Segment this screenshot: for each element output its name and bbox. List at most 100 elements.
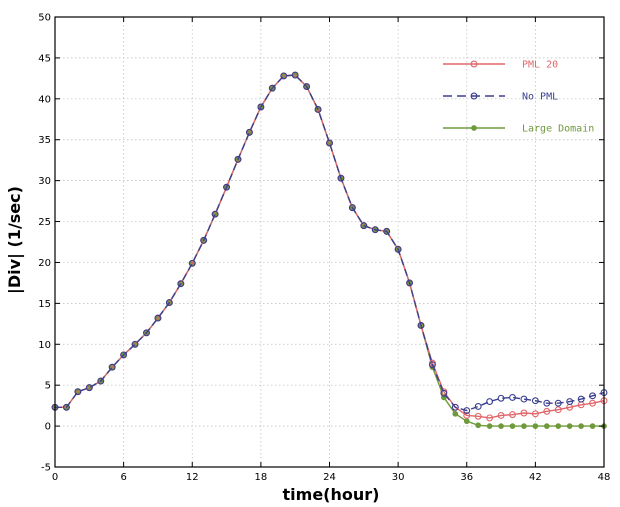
x-axis-title: time(hour) bbox=[283, 485, 380, 504]
data-point bbox=[417, 322, 425, 329]
data-point bbox=[497, 412, 505, 419]
data-point bbox=[531, 410, 539, 418]
data-point bbox=[165, 299, 173, 306]
y-tick-label: 20 bbox=[38, 258, 51, 269]
legend-entry: Large Domain bbox=[443, 124, 594, 135]
data-point bbox=[97, 377, 105, 385]
series-layer bbox=[51, 71, 608, 429]
legend-label: Large Domain bbox=[522, 124, 594, 135]
data-point bbox=[509, 423, 516, 429]
y-tick-label: 25 bbox=[38, 217, 51, 228]
data-point bbox=[211, 210, 219, 218]
data-point bbox=[531, 397, 539, 405]
y-tick-label: 35 bbox=[38, 135, 51, 146]
data-point bbox=[486, 398, 494, 405]
data-point bbox=[314, 106, 322, 113]
y-tick-label: 40 bbox=[38, 94, 51, 105]
data-point bbox=[394, 245, 402, 253]
data-point bbox=[509, 394, 516, 401]
y-tick-label: 30 bbox=[38, 176, 51, 187]
data-point bbox=[589, 392, 597, 400]
data-point bbox=[326, 139, 333, 147]
data-point bbox=[463, 418, 470, 425]
data-point bbox=[154, 314, 162, 322]
data-point bbox=[451, 403, 459, 411]
data-point bbox=[520, 395, 528, 403]
x-tick-label: 24 bbox=[323, 472, 336, 483]
data-point bbox=[440, 389, 448, 397]
data-point bbox=[85, 384, 93, 392]
data-point bbox=[543, 407, 551, 415]
y-tick-label: 45 bbox=[38, 53, 51, 64]
data-point bbox=[280, 72, 288, 80]
data-point bbox=[543, 399, 551, 407]
data-point bbox=[486, 414, 494, 422]
series-no-pml bbox=[51, 71, 608, 414]
x-tick-label: 42 bbox=[529, 472, 542, 483]
legend-marker bbox=[470, 92, 478, 100]
data-point bbox=[554, 399, 562, 407]
data-point bbox=[475, 422, 482, 429]
data-point bbox=[188, 259, 196, 267]
data-point bbox=[452, 410, 459, 417]
y-tick-label: 15 bbox=[38, 299, 51, 310]
data-point bbox=[268, 84, 276, 92]
data-point bbox=[555, 423, 562, 429]
data-point bbox=[428, 361, 436, 369]
legend-entry: PML 20 bbox=[443, 60, 558, 71]
data-point bbox=[337, 174, 345, 182]
legend-marker bbox=[471, 125, 477, 131]
data-point bbox=[177, 280, 185, 288]
data-point bbox=[498, 423, 504, 429]
x-tick-label: 0 bbox=[52, 472, 58, 483]
data-point bbox=[532, 423, 539, 429]
data-point bbox=[509, 411, 516, 419]
x-tick-label: 18 bbox=[255, 472, 268, 483]
x-tick-label: 36 bbox=[460, 472, 473, 483]
series-line bbox=[55, 74, 605, 412]
data-point bbox=[74, 388, 82, 396]
legend-marker bbox=[470, 60, 478, 68]
data-point bbox=[497, 394, 505, 402]
data-point bbox=[521, 423, 527, 429]
data-point bbox=[371, 226, 379, 234]
data-point bbox=[234, 155, 242, 163]
data-point bbox=[131, 340, 139, 348]
x-tick-label: 12 bbox=[186, 472, 199, 483]
legend: PML 20 No PML Large Domain bbox=[443, 60, 594, 135]
data-point bbox=[120, 351, 128, 359]
y-tick-label: 10 bbox=[38, 340, 51, 351]
data-point bbox=[108, 363, 116, 371]
data-point bbox=[257, 103, 265, 111]
y-tick-label: 0 bbox=[45, 422, 51, 433]
data-point bbox=[62, 403, 70, 411]
data-point bbox=[463, 412, 471, 419]
data-point bbox=[474, 412, 482, 420]
data-point bbox=[291, 71, 299, 79]
y-axis-title: |Div| (1/sec) bbox=[5, 186, 25, 294]
y-tick-label: 5 bbox=[45, 381, 51, 392]
y-tick-label: 50 bbox=[38, 13, 51, 24]
data-point bbox=[578, 423, 584, 429]
data-point bbox=[348, 204, 356, 212]
data-point bbox=[589, 423, 596, 429]
legend-label: PML 20 bbox=[522, 60, 558, 71]
data-point bbox=[463, 407, 471, 414]
data-point bbox=[223, 183, 231, 191]
data-point bbox=[360, 222, 368, 230]
data-point bbox=[520, 409, 528, 417]
legend-entry: No PML bbox=[443, 92, 558, 103]
x-tick-label: 48 bbox=[598, 472, 611, 483]
grid-layer bbox=[55, 17, 604, 467]
data-point bbox=[486, 423, 493, 429]
data-point bbox=[566, 398, 574, 405]
legend-label: No PML bbox=[522, 92, 558, 103]
data-point bbox=[577, 395, 585, 403]
data-point bbox=[543, 423, 550, 429]
data-point bbox=[245, 128, 253, 136]
y-tick-label: -5 bbox=[41, 463, 51, 474]
data-point bbox=[566, 423, 573, 429]
